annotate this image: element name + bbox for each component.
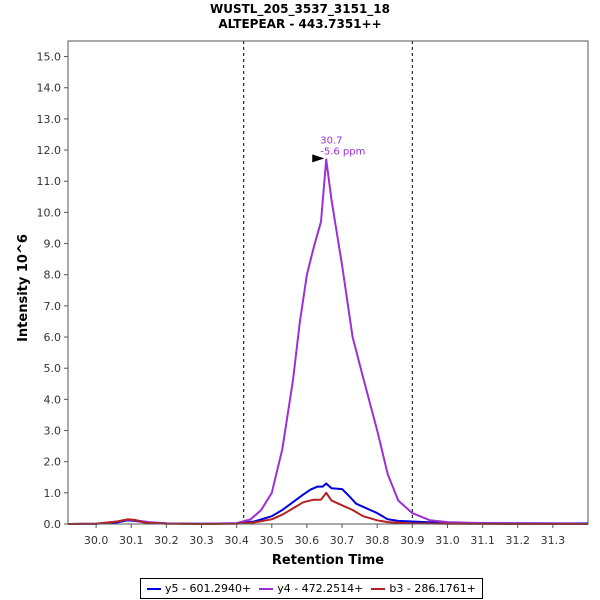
- x-tick-label: 30.1: [119, 534, 144, 547]
- x-tick-label: 30.2: [154, 534, 179, 547]
- legend-swatch-y4: [259, 587, 274, 590]
- x-tick-label: 30.3: [189, 534, 214, 547]
- x-tick-label: 30.9: [400, 534, 425, 547]
- y-tick-label: 1.0: [44, 487, 62, 500]
- x-tick-label: 30.4: [224, 534, 249, 547]
- x-tick-label: 30.8: [365, 534, 390, 547]
- y-tick-label: 15.0: [37, 51, 62, 64]
- x-tick-label: 30.5: [260, 534, 285, 547]
- peak-rt-label: 30.7: [320, 135, 342, 146]
- legend-item-b3: b3 - 286.1761+: [371, 582, 476, 595]
- y-tick-label: 5.0: [44, 362, 62, 375]
- y-axis-ticks: 0.0 1.0 2.0 3.0 4.0 5.0 6.0 7.0 8.0 9.0 10.0 11.0 12…: [37, 51, 68, 531]
- y-tick-label: 0.0: [44, 518, 62, 531]
- x-tick-label: 31.2: [505, 534, 530, 547]
- legend-label-b3: b3 - 286.1761+: [389, 582, 477, 595]
- y-tick-label: 8.0: [44, 269, 62, 282]
- peak-ppm-label: -5.6 ppm: [320, 146, 365, 157]
- chart-title: WUSTL_205_3537_3151_18: [210, 2, 390, 16]
- y-tick-label: 7.0: [44, 300, 62, 313]
- peak-boundaries: [243, 41, 413, 524]
- y-tick-label: 10.0: [37, 206, 62, 219]
- y-tick-label: 12.0: [37, 144, 62, 157]
- legend-label-y4: y4 - 472.2514+: [277, 582, 364, 595]
- y-tick-label: 3.0: [44, 425, 62, 438]
- legend-swatch-y5: [147, 587, 161, 590]
- peak-marker-icon: [312, 154, 325, 163]
- x-axis-label: Retention Time: [272, 553, 384, 568]
- legend-swatch-b3: [371, 587, 386, 590]
- series-line-1: [67, 158, 589, 525]
- chart-subtitle: ALTEPEAR - 443.7351++: [218, 17, 382, 31]
- legend-label-y5: y5 - 601.2940+: [165, 582, 252, 595]
- series-line-2: [67, 491, 588, 525]
- x-tick-label: 30.0: [84, 534, 109, 547]
- x-tick-label: 31.3: [541, 534, 566, 547]
- y-tick-label: 13.0: [37, 113, 62, 126]
- y-tick-label: 9.0: [44, 238, 62, 251]
- x-tick-label: 31.0: [435, 534, 460, 547]
- legend: y5 - 601.2940+ y4 - 472.2514+ b3 - 286.1…: [140, 578, 484, 599]
- x-tick-label: 30.6: [295, 534, 320, 547]
- legend-item-y5: y5 - 601.2940+: [147, 582, 251, 595]
- legend-item-y4: y4 - 472.2514+: [259, 582, 363, 595]
- series-line-0: [67, 482, 588, 525]
- x-tick-label: 30.7: [330, 534, 355, 547]
- series-lines: [67, 158, 589, 525]
- peak-annotation: 30.7-5.6 ppm: [312, 135, 365, 163]
- y-tick-label: 4.0: [44, 393, 62, 406]
- y-tick-label: 6.0: [44, 331, 62, 344]
- y-axis-label: Intensity 10^6: [16, 234, 31, 342]
- y-tick-label: 2.0: [44, 456, 62, 469]
- y-tick-label: 14.0: [37, 82, 62, 95]
- y-tick-label: 11.0: [37, 175, 62, 188]
- x-tick-label: 31.1: [470, 534, 495, 547]
- x-axis-ticks: 30.0 30.1 30.2 30.3 30.4 30.5 30.6 30.7 30.8 30.9…: [84, 524, 565, 547]
- plot-frame: [67, 40, 589, 525]
